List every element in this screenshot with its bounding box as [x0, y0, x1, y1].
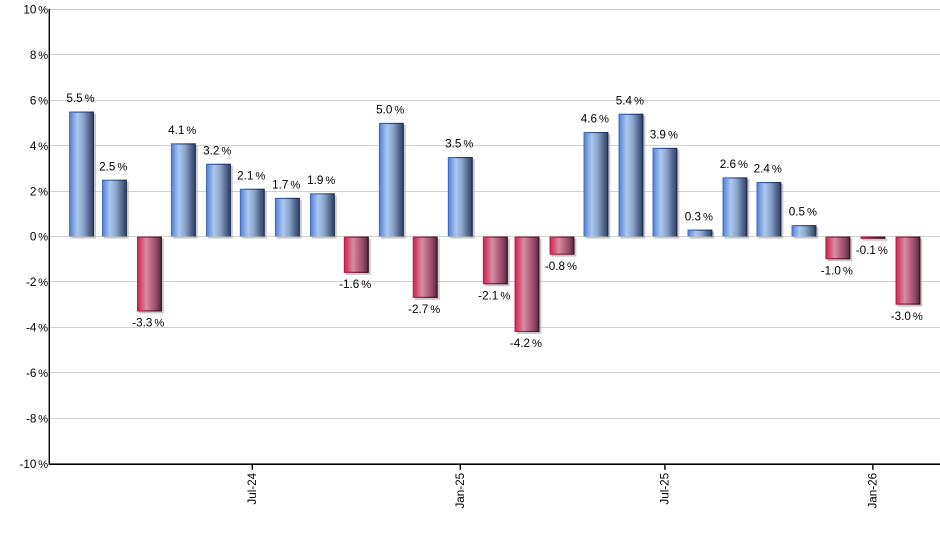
svg-text:-0.8%: -0.8%	[545, 260, 577, 273]
svg-text:5.0%: 5.0%	[376, 104, 404, 117]
svg-text:10%: 10%	[23, 4, 48, 17]
svg-text:4.1%: 4.1%	[168, 124, 196, 137]
svg-text:2%: 2%	[30, 185, 48, 198]
svg-text:-0.1%: -0.1%	[856, 244, 888, 257]
svg-text:-1.6%: -1.6%	[339, 278, 371, 291]
svg-text:Jul-24: Jul-24	[246, 472, 259, 504]
svg-text:4.6%: 4.6%	[581, 113, 609, 126]
svg-text:5.5%: 5.5%	[66, 92, 94, 105]
svg-text:-1.0%: -1.0%	[821, 264, 853, 277]
svg-text:-4.2%: -4.2%	[510, 337, 542, 350]
svg-text:3.5%: 3.5%	[445, 138, 473, 151]
svg-text:-10%: -10%	[19, 458, 48, 471]
svg-text:0.5%: 0.5%	[789, 206, 817, 219]
svg-text:1.7%: 1.7%	[272, 178, 300, 191]
svg-text:3.9%: 3.9%	[650, 128, 678, 141]
svg-text:5.4%: 5.4%	[616, 94, 644, 107]
svg-text:0.3%: 0.3%	[685, 210, 713, 223]
svg-text:Jul-25: Jul-25	[659, 472, 672, 504]
svg-text:4%: 4%	[30, 140, 48, 153]
svg-text:3.2%: 3.2%	[203, 144, 231, 157]
svg-text:2.1%: 2.1%	[237, 169, 265, 182]
svg-text:2.5%: 2.5%	[99, 160, 127, 173]
svg-text:1.9%: 1.9%	[307, 174, 335, 187]
svg-text:-3.3%: -3.3%	[132, 317, 164, 330]
svg-text:2.6%: 2.6%	[720, 158, 748, 171]
svg-text:Jan-25: Jan-25	[454, 472, 467, 508]
svg-text:Jan-26: Jan-26	[867, 473, 880, 509]
svg-text:2.4%: 2.4%	[754, 163, 782, 176]
svg-text:0%: 0%	[30, 231, 48, 244]
svg-text:-2.7%: -2.7%	[408, 303, 440, 316]
svg-text:-2.1%: -2.1%	[478, 289, 510, 302]
svg-text:6%: 6%	[30, 94, 48, 107]
svg-text:-3.0%: -3.0%	[891, 310, 923, 323]
svg-text:8%: 8%	[30, 49, 48, 62]
